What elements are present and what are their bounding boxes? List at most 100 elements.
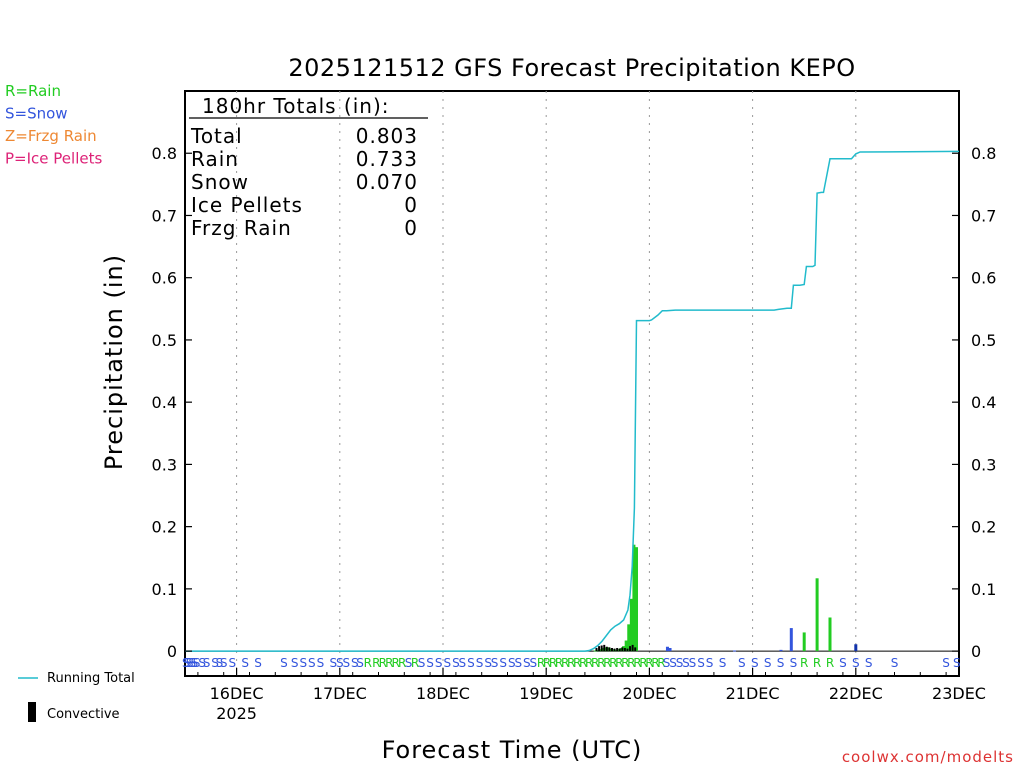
precip-type-letter: S (891, 656, 899, 670)
precip-type-letter: S (308, 656, 316, 670)
precip-bar (828, 617, 832, 652)
precip-type-letter: R (537, 656, 545, 670)
precip-bar (627, 624, 631, 652)
precip-type-letter: R (579, 656, 587, 670)
y-tick-label: 0.4 (971, 393, 996, 412)
y-tick-label: 0.5 (971, 331, 996, 350)
precip-type-letter: S (299, 656, 307, 670)
precip-type-letter: R (411, 656, 419, 670)
convective-bar (595, 647, 598, 652)
precip-type-letter: R (567, 656, 575, 670)
y-tick-label: 0.2 (152, 518, 177, 537)
precip-bar (622, 646, 626, 652)
y-tick-label: 0.5 (152, 331, 177, 350)
precip-type-letter: R (372, 656, 380, 670)
precip-type-letter: S (669, 656, 677, 670)
precip-type-letter: S (186, 656, 194, 670)
precip-bar (779, 649, 783, 652)
convective-bar (605, 646, 608, 652)
convective-bar (613, 648, 616, 652)
precip-type-letter: S (764, 656, 772, 670)
precip-type-letter: R (621, 656, 629, 670)
precip-type-letter: S (280, 656, 288, 670)
precip-type-letter: S (942, 656, 950, 670)
precip-bar (733, 650, 737, 652)
convective-bar (600, 645, 603, 652)
y-tick-label: 0 (167, 642, 177, 661)
convective-legend-label: Convective (47, 707, 120, 722)
convective-bar (603, 644, 606, 652)
precip-type-letter: R (633, 656, 641, 670)
precip-type-letter: S (356, 656, 364, 670)
precip-type-letter: S (719, 656, 727, 670)
precip-type-letter: S (228, 656, 236, 670)
convective-bar (608, 647, 611, 652)
totals-row-label: Frzg Rain (191, 216, 292, 240)
precip-type-letter: R (585, 656, 593, 670)
precip-type-letter: S (676, 656, 684, 670)
precip-type-letter: S (452, 656, 460, 670)
totals-row-value: 0.803 (356, 124, 418, 148)
precip-type-letter: S (203, 656, 211, 670)
x-tick-label: 23DEC (932, 684, 986, 703)
precip-type-letter: S (491, 656, 499, 670)
precip-type-letter: R (813, 656, 821, 670)
precip-type-letter: S (499, 656, 507, 670)
convective-bar (621, 647, 624, 652)
running-total-legend-label: Running Total (47, 671, 135, 686)
y-tick-label: 0.4 (152, 393, 177, 412)
precip-type-letter: R (591, 656, 599, 670)
x-tick-label: 19DEC (519, 684, 573, 703)
precip-type-letter: S (426, 656, 434, 670)
convective-bar (631, 644, 634, 652)
convective-bar (598, 646, 601, 652)
y-tick-label: 0.2 (971, 518, 996, 537)
y-tick-label: 0.6 (971, 269, 996, 288)
precip-type-letter: S (435, 656, 443, 670)
precip-type-letter: R (615, 656, 623, 670)
running-total-line (185, 150, 960, 652)
precip-type-letter: S (663, 656, 671, 670)
precip-bar (596, 649, 600, 652)
precip-type-letter: R (555, 656, 563, 670)
x-tick-label: 20DEC (622, 684, 676, 703)
x-tick-sublabel: 2025 (216, 704, 257, 723)
totals-row-value: 0 (404, 193, 418, 217)
precip-type-letter: S (418, 656, 426, 670)
totals-row-value: 0.733 (356, 147, 418, 171)
precip-type-letter: R (826, 656, 834, 670)
precip-type-letter: S (216, 656, 224, 670)
precip-type-letter: R (392, 656, 400, 670)
totals-header: 180hr Totals (in): (202, 94, 390, 118)
precip-bar (854, 644, 858, 652)
precip-type-letter: S (751, 656, 759, 670)
precip-bar (815, 578, 819, 652)
precip-type-letter: R (627, 656, 635, 670)
precip-bar (619, 647, 623, 652)
precip-type-letter: S (182, 656, 190, 670)
precip-bar (611, 649, 615, 652)
y-tick-label: 0.6 (152, 269, 177, 288)
x-tick-label: 18DEC (416, 684, 470, 703)
y-tick-label: 0.7 (971, 206, 996, 225)
precip-bar (802, 632, 806, 652)
convective-bar (618, 648, 621, 652)
precip-type-letter: R (603, 656, 611, 670)
precip-type-letter: S (697, 656, 705, 670)
grid-lines (236, 91, 857, 676)
precip-type-letter: R (573, 656, 581, 670)
precip-type-letter: R (651, 656, 659, 670)
y-tick-label: 0.7 (152, 206, 177, 225)
precip-bar (665, 646, 669, 652)
convective-bar (623, 647, 626, 652)
precip-type-letter: S (351, 656, 359, 670)
precip-type-letter: S (706, 656, 714, 670)
precip-bar (629, 598, 633, 652)
totals-box: 180hr Totals (in): Total 0.803 Rain 0.733 Sn… (189, 94, 428, 240)
y-tick-label: 0.1 (152, 580, 177, 599)
precip-type-legend: R=Rain S=Snow Z=Frzg Rain P=Ice Pellets (5, 82, 102, 168)
precip-type-letter: S (523, 656, 531, 670)
